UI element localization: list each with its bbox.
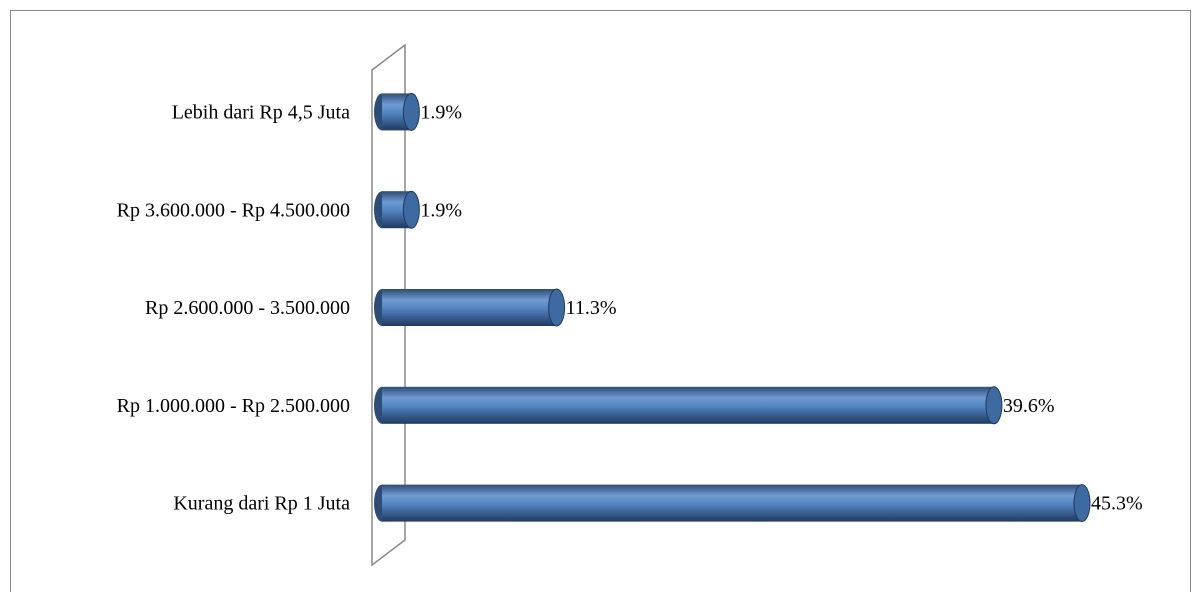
chart-frame: [10, 10, 1191, 592]
y-tick-label: Kurang dari Rp 1 Juta: [173, 493, 350, 515]
back-wall: [371, 43, 406, 567]
y-tick-label: Rp 1.000.000 - Rp 2.500.000: [117, 395, 350, 417]
bar: [374, 92, 420, 131]
bar: [374, 190, 420, 229]
data-label: 1.9%: [420, 101, 462, 123]
bar: [374, 288, 566, 327]
data-label: 39.6%: [1003, 395, 1055, 417]
data-label: 11.3%: [566, 297, 617, 319]
data-label: 1.9%: [420, 199, 462, 221]
bar: [374, 484, 1091, 523]
y-tick-label: Rp 3.600.000 - Rp 4.500.000: [117, 199, 350, 221]
data-label: 45.3%: [1091, 493, 1143, 515]
y-tick-label: Lebih dari Rp 4,5 Juta: [172, 101, 350, 123]
bar: [374, 386, 1003, 425]
y-tick-label: Rp 2.600.000 - 3.500.000: [145, 297, 350, 319]
